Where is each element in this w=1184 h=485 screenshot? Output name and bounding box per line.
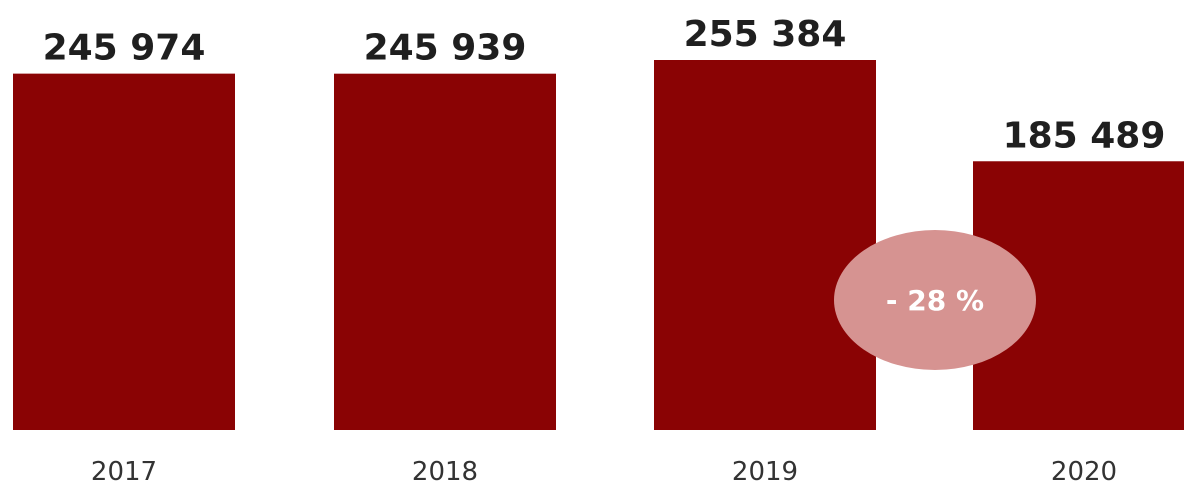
x-tick-label-2019: 2019: [732, 457, 798, 485]
x-tick-label-2017: 2017: [91, 457, 157, 485]
value-label-2017: 245 974: [43, 28, 206, 69]
bar-2018: [334, 73, 556, 431]
x-tick-label-2018: 2018: [412, 457, 478, 485]
value-label-2018: 245 939: [364, 28, 527, 69]
change-badge-text: - 28 %: [886, 284, 984, 317]
bar-2017: [13, 73, 235, 431]
value-labels-group: 245 974 245 939 255 384 185 489: [43, 14, 1166, 156]
bar-2019: [654, 60, 876, 430]
bars-group: [13, 60, 1184, 431]
change-annotation: - 28 %: [834, 230, 1036, 370]
change-badge-ellipse: [834, 230, 1036, 370]
value-label-2020: 185 489: [1003, 115, 1166, 156]
x-axis-tick-labels: 2017 2018 2019 2020: [91, 457, 1117, 485]
x-tick-label-2020: 2020: [1051, 457, 1117, 485]
value-label-2019: 255 384: [684, 14, 847, 55]
